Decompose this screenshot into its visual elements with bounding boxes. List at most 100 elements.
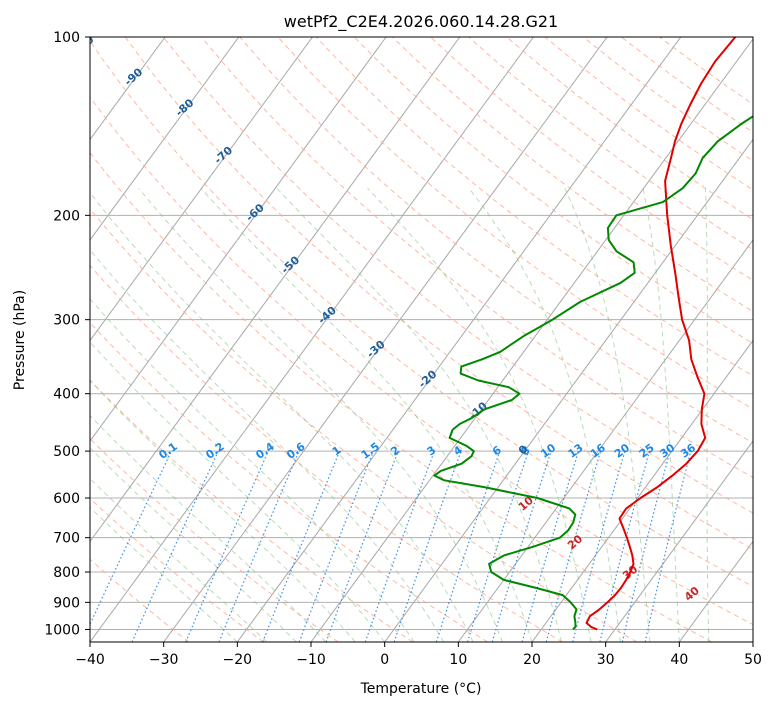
moist-adiabat (138, 187, 503, 642)
chart-title: wetPf2_C2E4.2026.060.14.28.G21 (284, 12, 558, 32)
dry-adiabat (163, 37, 753, 514)
moist-adiabat (468, 187, 621, 642)
mixing-ratio-line (621, 450, 671, 642)
moist-adiabat (276, 187, 562, 642)
x-tick-label: 30 (597, 652, 615, 668)
mixing-ratio-line (298, 450, 375, 642)
mixing-ratio-label: 1.5 (359, 440, 382, 462)
isotherm-line (90, 37, 534, 642)
y-tick-label: 700 (53, 531, 80, 547)
dry-adiabat (239, 37, 753, 444)
y-tick-label: 400 (53, 387, 80, 403)
dry-adiabat (90, 152, 712, 642)
mixing-ratio-label: 13 (566, 441, 586, 461)
x-tick-label: 20 (523, 652, 541, 668)
dry-adiabat (90, 208, 638, 642)
dry-adiabat (659, 37, 753, 105)
x-tick-label: −30 (149, 652, 179, 668)
x-tick-label: 10 (449, 652, 467, 668)
axes: −40 −30 −20 −10 0 10 20 30 40 50 100 200 300 400 500 60… (44, 30, 762, 668)
y-tick-label: 600 (53, 491, 80, 507)
y-tick-label: 200 (53, 208, 80, 224)
dry-adiabat (277, 37, 753, 410)
mixing-ratio-line (131, 450, 219, 642)
mixing-ratio-line (572, 450, 626, 642)
temperature-profile (585, 37, 737, 631)
mixing-ratio-line (644, 450, 692, 642)
mixing-ratio-label: 0.1 (156, 440, 179, 462)
mixing-ratio-line (466, 450, 530, 642)
y-tick-label: 900 (53, 595, 80, 611)
isotherm-line (531, 339, 753, 642)
moist-adiabat (90, 447, 297, 642)
dry-adiabat (90, 497, 264, 642)
mixing-ratio-label: 10 (538, 441, 558, 461)
moist-adiabat (367, 187, 592, 642)
moist-adiabat (90, 341, 386, 642)
mixing-ratio-label: 0.4 (253, 440, 277, 462)
dry-adiabat (90, 96, 753, 626)
y-axis-label: Pressure (hPa) (12, 290, 28, 390)
dry-adiabat (90, 558, 190, 642)
x-tick-label: −10 (296, 652, 326, 668)
mixing-ratio-label: 0.6 (284, 440, 308, 462)
dry-adiabat (124, 37, 753, 550)
isotherm-line (90, 37, 461, 543)
x-tick-label: −40 (75, 652, 105, 668)
x-tick-label: 40 (670, 652, 688, 668)
moist-adiabat (705, 188, 710, 642)
mixing-ratio-line (218, 450, 300, 642)
dry-adiabat (90, 40, 753, 588)
mixing-ratio-label: 16 (588, 441, 608, 461)
dry-adiabat (544, 37, 753, 191)
moist-adiabat-label: 40 (682, 584, 702, 604)
mixing-ratio-label: 30 (657, 441, 677, 461)
y-tick-label: 800 (53, 565, 80, 581)
mixing-ratio-line (393, 450, 462, 642)
dewpoint-profile (433, 115, 753, 631)
mixing-ratio-line (545, 450, 602, 642)
isotherm-line (90, 37, 387, 442)
mixing-ratio-line (364, 450, 436, 642)
x-axis-label: Temperature (°C) (360, 681, 482, 697)
mixing-ratio-line (325, 450, 399, 642)
mixing-ratio-line (262, 450, 341, 642)
moist-adiabat (642, 188, 680, 642)
isotherm-line (236, 37, 682, 642)
dry-adiabat (392, 37, 753, 313)
mixing-ratio-line (185, 450, 269, 642)
isotherm-line (90, 37, 166, 141)
y-tick-label: 500 (53, 444, 80, 460)
x-tick-label: −20 (223, 652, 253, 668)
mixing-ratio-line (521, 450, 580, 642)
y-tick-label: 100 (53, 30, 80, 46)
mixing-ratio-line (435, 450, 501, 642)
plot-frame (89, 36, 754, 643)
isotherm-line (90, 37, 240, 241)
moist-adiabat (90, 191, 474, 642)
profiles (433, 37, 753, 631)
moist-adiabat (90, 298, 415, 642)
moist-adiabat (90, 506, 238, 642)
mixing-ratio-label: 36 (678, 441, 698, 461)
mixing-ratio-line (90, 450, 173, 626)
mixing-ratio-label: 25 (637, 441, 657, 461)
mixing-ratio-line (491, 450, 552, 642)
dry-adiabat (90, 264, 563, 642)
isotherm-line (90, 37, 313, 342)
isotherm-line (457, 239, 753, 642)
dry-adiabat (353, 37, 753, 344)
moist-adiabat (90, 477, 268, 642)
isotherm-line (163, 37, 608, 642)
dry-adiabat (430, 37, 753, 281)
dry-adiabat (90, 437, 339, 642)
moist-adiabat (90, 249, 445, 642)
moist-adiabat (564, 187, 651, 642)
x-tick-label: 50 (744, 652, 762, 668)
isotherm-line (752, 641, 753, 642)
isotherm-line (384, 138, 753, 642)
isotherm-line (605, 440, 753, 642)
y-tick-label: 1000 (44, 622, 80, 638)
mixing-ratio-line (599, 450, 651, 642)
